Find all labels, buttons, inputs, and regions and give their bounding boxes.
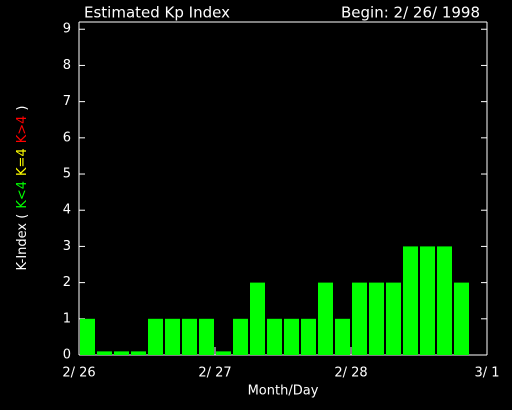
y-tick-label: 2 bbox=[63, 275, 71, 290]
x-axis-label: Month/Day bbox=[248, 384, 319, 399]
bar bbox=[216, 351, 231, 355]
x-tick-label: 3/ 1 bbox=[474, 366, 499, 381]
y-label-part: K-Index ( bbox=[15, 214, 30, 271]
bar bbox=[114, 351, 129, 355]
x-tick-label: 2/ 28 bbox=[334, 366, 367, 381]
x-tick-label: 2/ 27 bbox=[198, 366, 231, 381]
bar bbox=[420, 246, 435, 355]
bar bbox=[182, 318, 197, 355]
y-tick-label: 7 bbox=[63, 94, 71, 109]
bar bbox=[80, 318, 95, 355]
x-tick-label: 2/ 26 bbox=[62, 366, 95, 381]
bar bbox=[437, 246, 452, 355]
y-label-part: K>4 bbox=[15, 116, 30, 144]
y-tick-label: 5 bbox=[63, 167, 71, 182]
bar bbox=[403, 246, 418, 355]
y-label-part: ) bbox=[15, 105, 30, 110]
y-tick-label: 9 bbox=[63, 22, 71, 37]
y-tick-label: 6 bbox=[63, 130, 71, 145]
y-tick-label: 4 bbox=[63, 203, 71, 218]
y-tick-label: 3 bbox=[63, 239, 71, 254]
bar bbox=[199, 318, 214, 355]
bar bbox=[318, 282, 333, 355]
bar bbox=[233, 318, 248, 355]
chart-subtitle: Begin: 2/ 26/ 1998 bbox=[341, 4, 480, 22]
y-axis-label: K-Index ( K<4 K=4 K>4) bbox=[15, 105, 30, 270]
y-label-part: K=4 bbox=[15, 148, 30, 176]
bar bbox=[335, 318, 350, 355]
y-label-part: K<4 bbox=[15, 181, 30, 209]
bar bbox=[165, 318, 180, 355]
bar bbox=[267, 318, 282, 355]
y-tick-label: 8 bbox=[63, 58, 71, 73]
bar bbox=[369, 282, 384, 355]
bar bbox=[97, 351, 112, 355]
y-tick-label: 0 bbox=[63, 348, 71, 363]
bar bbox=[386, 282, 401, 355]
bar bbox=[454, 282, 469, 355]
bar bbox=[131, 351, 146, 355]
y-tick-label: 1 bbox=[63, 311, 71, 326]
bar bbox=[148, 318, 163, 355]
bar bbox=[352, 282, 367, 355]
bar bbox=[250, 282, 265, 355]
bar bbox=[284, 318, 299, 355]
bar bbox=[301, 318, 316, 355]
chart-title: Estimated Kp Index bbox=[84, 4, 230, 22]
